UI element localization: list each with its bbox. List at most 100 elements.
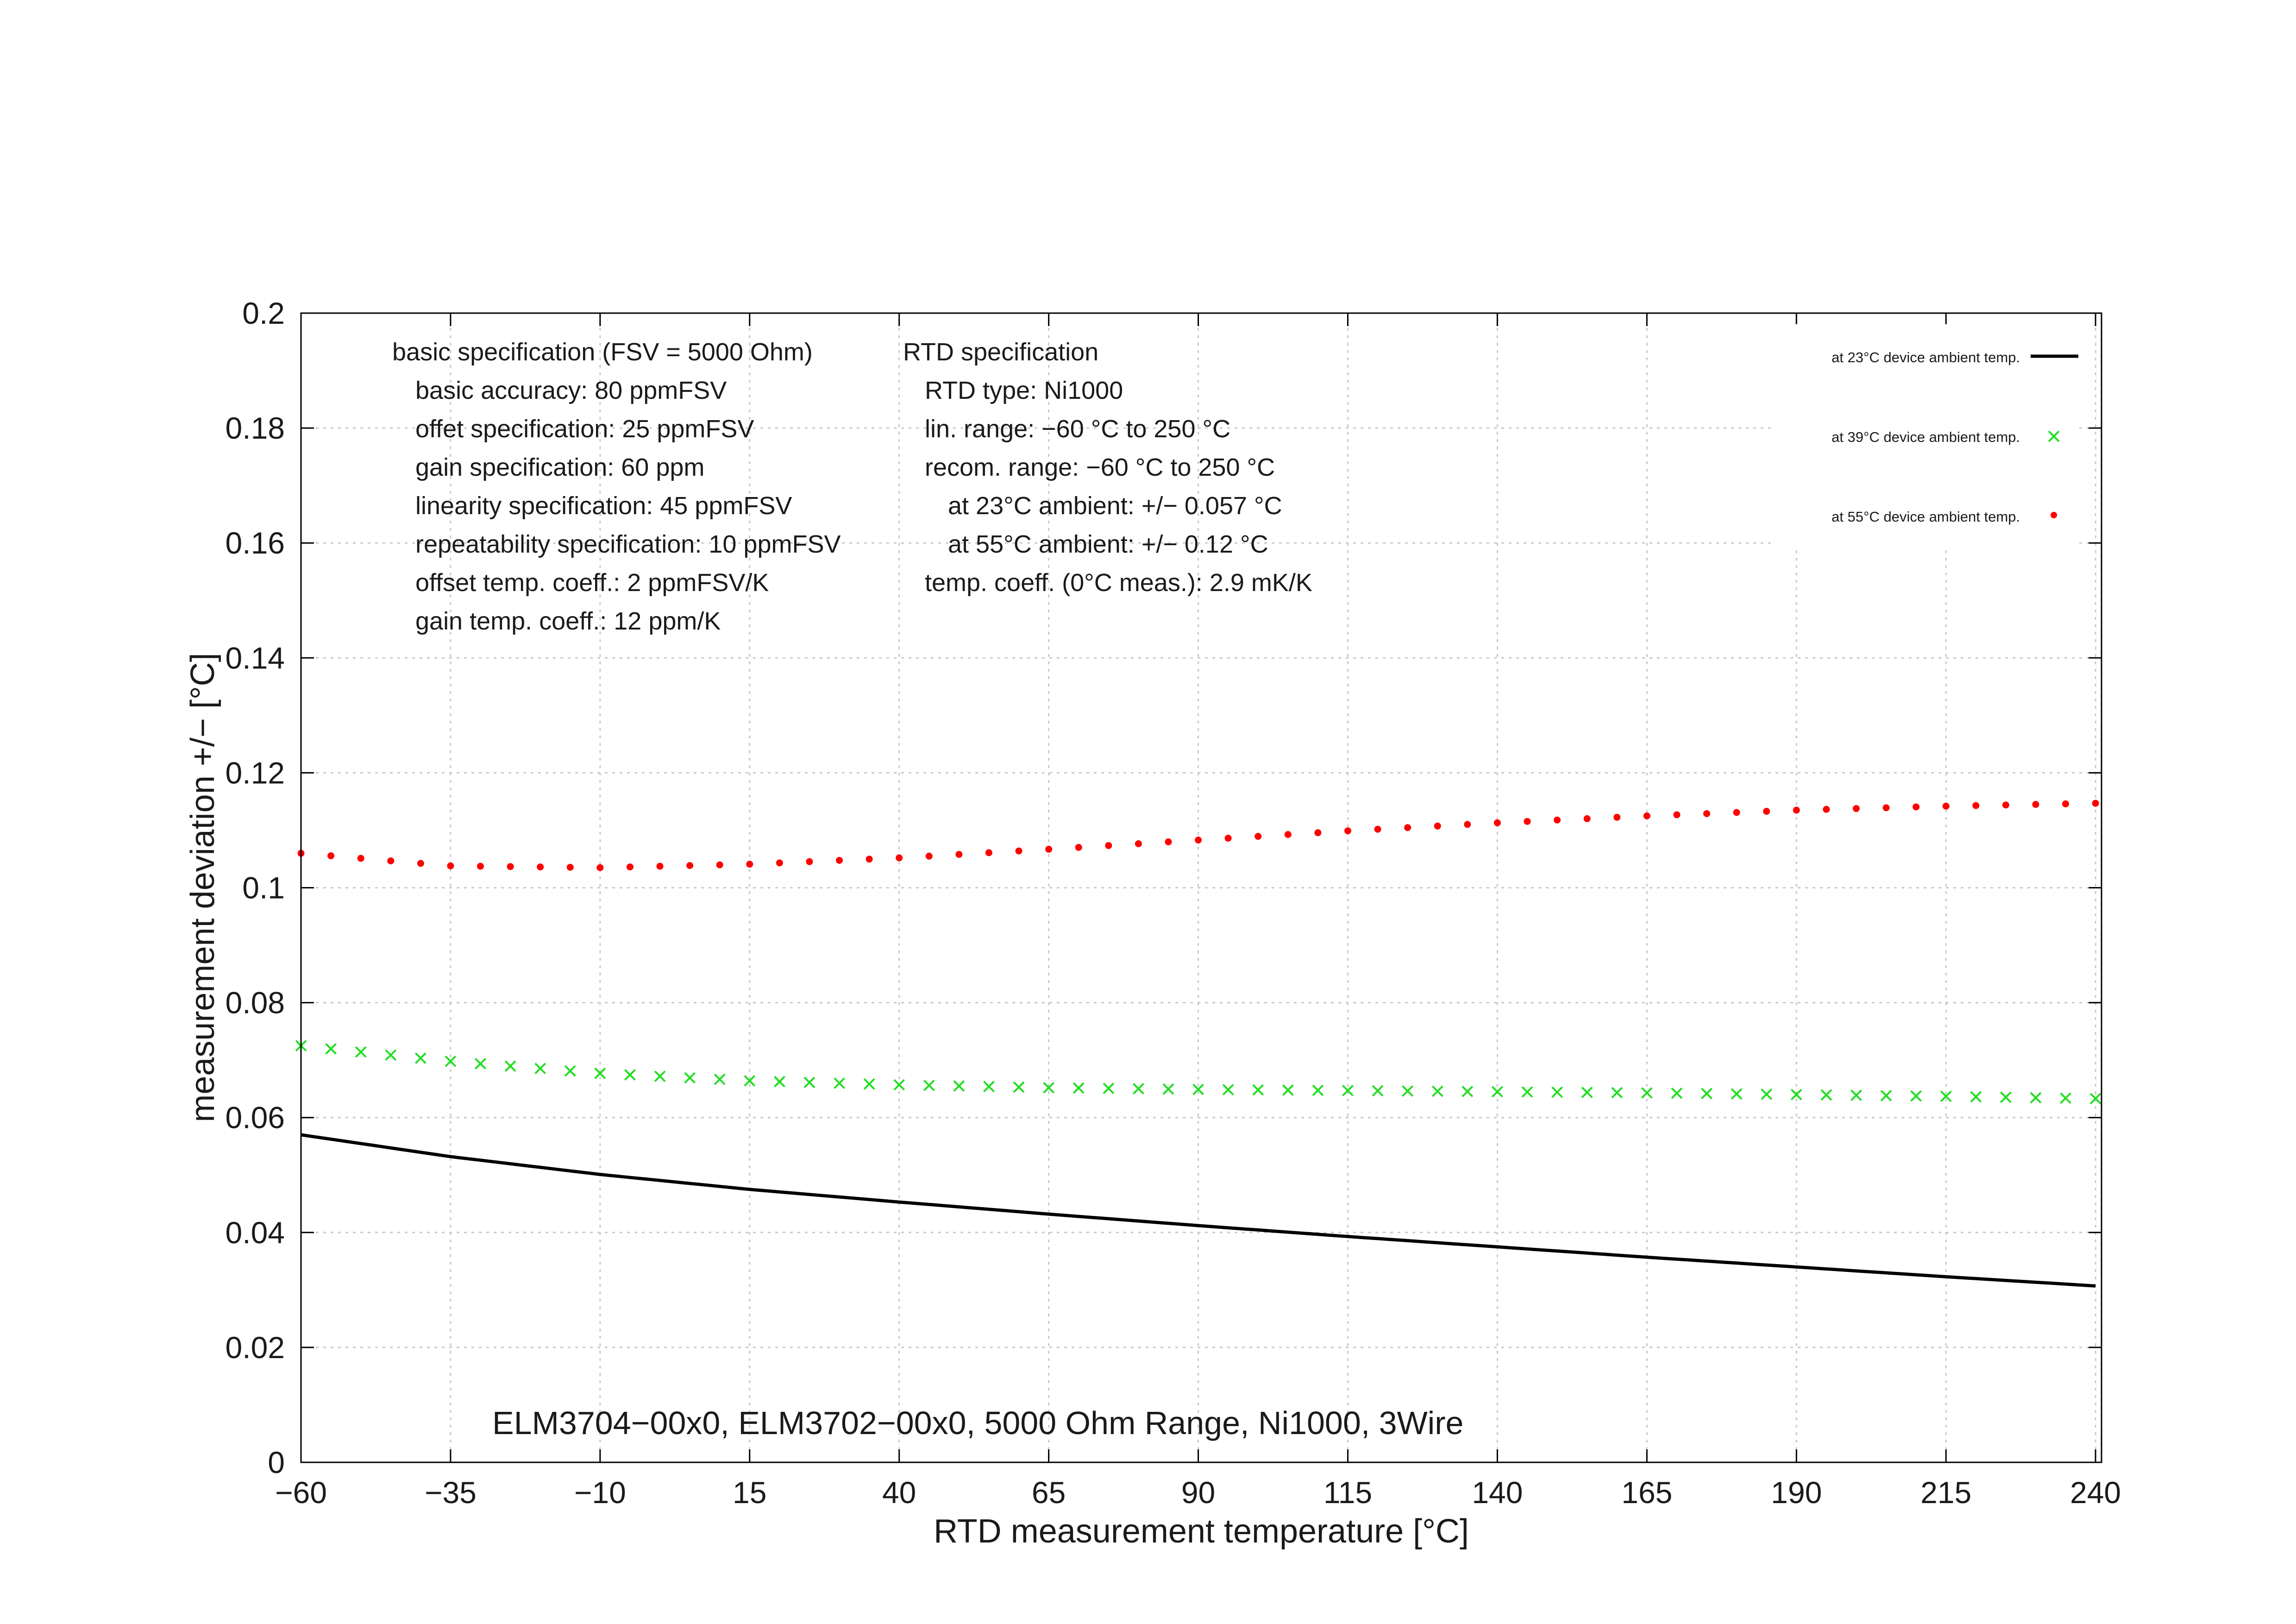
x-tick-label: 40 (882, 1475, 916, 1510)
x-tick-label: −10 (574, 1475, 626, 1510)
series-marker-dot (686, 862, 694, 869)
basic-spec-line: linearity specification: 45 ppmFSV (415, 492, 792, 520)
series-marker-cross (1132, 1083, 1144, 1095)
legend-label-39: at 39°C device ambient temp. (1832, 429, 2020, 445)
series-marker-cross (1940, 1090, 1952, 1102)
rtd-spec-line: recom. range: −60 °C to 250 °C (925, 453, 1275, 481)
rtd-spec-line: at 23°C ambient: +/− 0.057 °C (948, 492, 1282, 520)
series-marker-dot (1374, 825, 1381, 833)
series-marker-cross (1431, 1085, 1443, 1097)
series-marker-cross (1701, 1088, 1713, 1100)
series-marker-cross (414, 1052, 427, 1064)
series-marker-cross (1073, 1082, 1085, 1094)
series-marker-dot (896, 854, 903, 862)
basic-spec-line: offet specification: 25 ppmFSV (415, 415, 754, 443)
series-marker-dot (776, 859, 783, 867)
series-marker-dot (507, 863, 514, 870)
series-marker-dot (1493, 819, 1501, 826)
series-marker-cross (1850, 1089, 1862, 1101)
series-marker-dot (1554, 816, 1561, 824)
series-marker-cross (355, 1046, 367, 1058)
series-marker-dot (1464, 821, 1471, 828)
y-axis-label: measurement deviation +/− [°C] (184, 653, 221, 1122)
series-marker-cross (1162, 1083, 1174, 1095)
series-marker-cross (1761, 1088, 1773, 1100)
series-marker-dot (1224, 835, 1232, 842)
series-marker-cross (2089, 1093, 2102, 1105)
series-marker-dot (1613, 813, 1621, 821)
basic-spec-block: basic specification (FSV = 5000 Ohm) bas… (392, 338, 841, 635)
series-2 (297, 799, 2099, 871)
y-tick-label: 0.18 (226, 411, 285, 445)
series-marker-dot (955, 851, 963, 858)
series-marker-dot (1015, 847, 1023, 855)
series-marker-dot (716, 861, 723, 869)
series-marker-cross (654, 1070, 666, 1083)
series-marker-dot (1703, 810, 1710, 817)
x-tick-label: 140 (1472, 1475, 1523, 1510)
series-0 (301, 1133, 2096, 1288)
series-marker-dot (1793, 806, 1800, 814)
series-marker-dot (1673, 811, 1681, 818)
series-marker-cross (1910, 1090, 1922, 1102)
series-marker-cross (624, 1069, 636, 1081)
y-tick-label: 0.02 (226, 1330, 285, 1365)
series-marker-cross (1671, 1087, 1683, 1099)
series-marker-cross (2000, 1091, 2012, 1103)
series-marker-dot (1314, 829, 1322, 837)
series-marker-dot (596, 864, 604, 871)
series-1 (295, 1040, 2102, 1105)
axis-ticks: −60 −35 −10 15 40 65 90 115 140 165 190 215 240 0 0.02… (226, 296, 2121, 1510)
series-marker-cross (445, 1055, 457, 1067)
series-marker-dot (1852, 805, 1860, 812)
y-tick-label: 0.04 (226, 1215, 285, 1250)
series-marker-cross (2060, 1092, 2071, 1104)
series-marker-dot (1105, 842, 1112, 849)
legend-swatch-55 (2051, 512, 2057, 518)
series-marker-cross (1521, 1086, 1533, 1098)
legend: at 23°C device ambient temp. at 39°C dev… (1774, 324, 2079, 547)
basic-spec-line: offset temp. coeff.: 2 ppmFSV/K (415, 569, 769, 597)
y-tick-label: 0.12 (226, 755, 285, 790)
series-marker-cross (1013, 1081, 1025, 1093)
series-marker-cross (1820, 1089, 1832, 1101)
series-marker-dot (1823, 806, 1830, 813)
series-marker-cross (1043, 1082, 1055, 1094)
y-tick-label: 0.06 (226, 1101, 285, 1135)
x-tick-label: 65 (1032, 1475, 1066, 1510)
series-marker-cross (1970, 1091, 1982, 1103)
series-marker-dot (836, 856, 843, 864)
series-marker-dot (1434, 822, 1441, 830)
x-tick-label: −35 (425, 1475, 477, 1510)
series-marker-cross (684, 1072, 696, 1084)
series-marker-dot (626, 863, 634, 871)
series-marker-cross (564, 1065, 576, 1077)
series-marker-cross (803, 1076, 816, 1089)
series-marker-dot (806, 858, 813, 865)
y-tick-label: 0 (268, 1445, 285, 1479)
series-marker-cross (773, 1076, 785, 1088)
series-marker-dot (925, 852, 933, 860)
series-marker-cross (834, 1077, 845, 1089)
series-marker-dot (1733, 809, 1740, 816)
series-marker-dot (1643, 812, 1650, 819)
series-marker-cross (953, 1080, 965, 1092)
series-marker-cross (1103, 1083, 1115, 1095)
rtd-spec-line: RTD type: Ni1000 (925, 377, 1123, 404)
series-marker-dot (1045, 845, 1053, 853)
legend-label-23: at 23°C device ambient temp. (1832, 349, 2020, 365)
series-marker-dot (866, 856, 873, 863)
rtd-spec-title: RTD specification (903, 338, 1098, 366)
series-marker-cross (325, 1043, 337, 1055)
basic-spec-line: basic accuracy: 80 ppmFSV (415, 377, 727, 404)
series-marker-dot (327, 852, 335, 860)
series-marker-dot (985, 849, 992, 856)
series-marker-dot (1913, 803, 1920, 811)
series-marker-cross (1312, 1084, 1324, 1096)
chart-caption: ELM3704−00x0, ELM3702−00x0, 5000 Ohm Ran… (492, 1405, 1463, 1441)
rtd-spec-block: RTD specification RTD type: Ni1000 lin. … (903, 338, 1312, 597)
series-marker-cross (534, 1063, 546, 1075)
series-marker-cross (1551, 1086, 1563, 1098)
basic-spec-line: gain temp. coeff.: 12 ppm/K (415, 607, 721, 635)
